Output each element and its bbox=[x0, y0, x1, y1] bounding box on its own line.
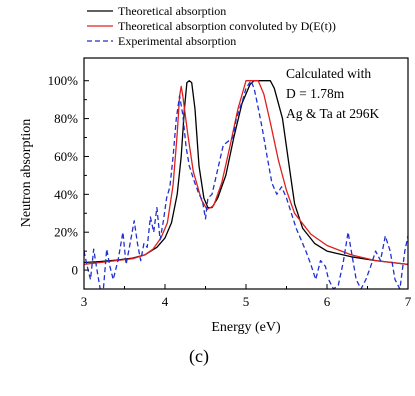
y-tick-label-0: 0 bbox=[72, 263, 79, 278]
y-tick-label-60: 60% bbox=[54, 149, 78, 164]
annotation-line-2: D = 1.78m bbox=[286, 86, 345, 101]
y-axis-label: Neutron absorption bbox=[19, 119, 34, 227]
figure-caption: (c) bbox=[189, 346, 209, 367]
x-tick-label-7: 7 bbox=[405, 294, 412, 309]
y-tick-label-100: 100% bbox=[48, 73, 79, 88]
x-tick-label-6: 6 bbox=[324, 294, 331, 309]
series-line-2 bbox=[84, 80, 408, 289]
annotation: Calculated with D = 1.78m Ag & Ta at 296… bbox=[286, 66, 380, 121]
x-tick-label-5: 5 bbox=[243, 294, 250, 309]
legend-label-theoretical: Theoretical absorption bbox=[118, 4, 226, 18]
legend-label-experimental: Experimental absorption bbox=[118, 34, 236, 48]
y-tick-label-20: 20% bbox=[54, 225, 78, 240]
legend: Theoretical absorption Theoretical absor… bbox=[87, 4, 336, 48]
y-tick-label-80: 80% bbox=[54, 111, 78, 126]
x-axis-label: Energy (eV) bbox=[211, 320, 281, 335]
axis-ticks: 3 4 5 6 7 0 20% 40% 60% 80% 100% bbox=[48, 73, 412, 309]
annotation-line-1: Calculated with bbox=[286, 66, 371, 81]
series-layer bbox=[84, 80, 408, 289]
x-tick-label-4: 4 bbox=[162, 294, 169, 309]
y-tick-label-40: 40% bbox=[54, 187, 78, 202]
series-line-1 bbox=[84, 80, 408, 266]
annotation-line-3: Ag & Ta at 296K bbox=[286, 106, 380, 121]
legend-label-convoluted: Theoretical absorption convoluted by D(E… bbox=[118, 19, 336, 33]
x-tick-label-3: 3 bbox=[81, 294, 88, 309]
